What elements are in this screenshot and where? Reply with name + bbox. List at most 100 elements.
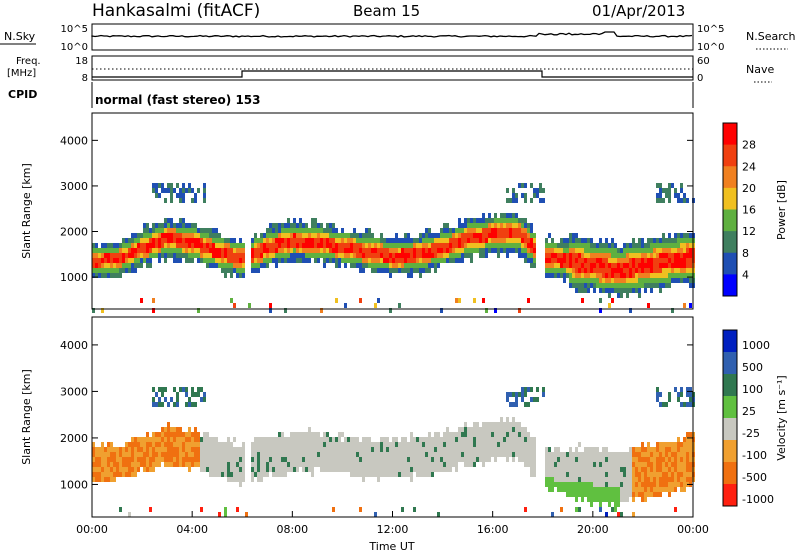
colorbar-tick-label: 1000 xyxy=(742,339,770,352)
heatmap-cell xyxy=(467,447,470,452)
heatmap-cell xyxy=(617,497,620,502)
heatmap-cell xyxy=(287,253,290,258)
heatmap-cell xyxy=(296,248,299,253)
heatmap-cell xyxy=(473,298,476,303)
heatmap-cell xyxy=(584,457,587,462)
heatmap-cell xyxy=(209,233,212,238)
heatmap-cell xyxy=(185,462,188,467)
heatmap-cell xyxy=(479,238,482,243)
heatmap-cell xyxy=(572,487,575,492)
heatmap-cell xyxy=(410,268,413,273)
heatmap-cell xyxy=(302,233,305,238)
heatmap-cell xyxy=(644,452,647,457)
heatmap-cell xyxy=(155,402,158,407)
heatmap-cell xyxy=(506,447,509,452)
heatmap-cell xyxy=(473,243,476,248)
heatmap-cell xyxy=(602,278,605,283)
heatmap-cell xyxy=(179,457,182,462)
heatmap-cell xyxy=(185,253,188,258)
heatmap-cell xyxy=(449,447,452,452)
heatmap-cell xyxy=(215,243,218,248)
heatmap-cell xyxy=(305,457,308,462)
heatmap-cell xyxy=(359,298,362,303)
heatmap-cell xyxy=(329,447,332,452)
heatmap-cell xyxy=(215,233,218,238)
heatmap-cell xyxy=(677,233,680,238)
heatmap-cell xyxy=(398,452,401,457)
heatmap-cell xyxy=(596,253,599,258)
heatmap-cell xyxy=(611,288,614,293)
heatmap-cell xyxy=(650,248,653,253)
heatmap-cell xyxy=(257,243,260,248)
heatmap-cell xyxy=(293,243,296,248)
heatmap-cell xyxy=(461,457,464,462)
heatmap-cell xyxy=(659,268,662,273)
heatmap-cell xyxy=(524,248,527,253)
heatmap-cell xyxy=(164,462,167,467)
heatmap-cell xyxy=(302,447,305,452)
heatmap-cell xyxy=(119,243,122,248)
heatmap-cell xyxy=(332,258,335,263)
heatmap-cell xyxy=(644,462,647,467)
heatmap-cell xyxy=(602,263,605,268)
heatmap-cell xyxy=(554,482,557,487)
heatmap-cell xyxy=(263,258,266,263)
heatmap-cell xyxy=(548,477,551,482)
heatmap-cell xyxy=(95,467,98,472)
heatmap-cell xyxy=(155,193,158,198)
heatmap-cell xyxy=(344,452,347,457)
heatmap-cell xyxy=(284,437,287,442)
heatmap-cell xyxy=(689,462,692,467)
heatmap-cell xyxy=(92,248,95,253)
heatmap-cell xyxy=(179,248,182,253)
heatmap-cell xyxy=(104,248,107,253)
heatmap-cell xyxy=(161,248,164,253)
heatmap-cell xyxy=(155,437,158,442)
heatmap-cell xyxy=(254,248,257,253)
heatmap-cell xyxy=(371,452,374,457)
heatmap-cell xyxy=(233,457,236,462)
heatmap-cell xyxy=(206,243,209,248)
heatmap-cell xyxy=(644,273,647,278)
heatmap-cell xyxy=(533,462,536,467)
heatmap-cell xyxy=(650,462,653,467)
heatmap-cell xyxy=(362,447,365,452)
colorbar-block xyxy=(723,330,737,353)
heatmap-cell xyxy=(527,432,530,437)
heatmap-cell xyxy=(443,248,446,253)
heatmap-cell xyxy=(299,243,302,248)
heatmap-cell xyxy=(347,437,350,442)
heatmap-cell xyxy=(659,258,662,263)
heatmap-cell xyxy=(449,243,452,248)
heatmap-cell xyxy=(329,228,332,233)
heatmap-cell xyxy=(626,497,629,502)
heatmap-cell xyxy=(356,457,359,462)
heatmap-cell xyxy=(569,238,572,243)
heatmap-cell xyxy=(206,248,209,253)
heatmap-cell xyxy=(308,457,311,462)
heatmap-cell xyxy=(494,308,497,313)
heatmap-cell xyxy=(686,447,689,452)
heatmap-cell xyxy=(101,457,104,462)
heatmap-cell xyxy=(239,457,242,462)
heatmap-cell xyxy=(533,452,536,457)
heatmap-cell xyxy=(509,218,512,223)
heatmap-cell xyxy=(617,253,620,258)
heatmap-cell xyxy=(359,442,362,447)
heatmap-cell xyxy=(221,253,224,258)
heatmap-cell xyxy=(197,452,200,457)
heatmap-cell xyxy=(197,228,200,233)
heatmap-cell xyxy=(656,462,659,467)
heatmap-cell xyxy=(581,472,584,477)
heatmap-cell xyxy=(98,467,101,472)
heatmap-cell xyxy=(614,283,617,288)
heatmap-cell xyxy=(140,233,143,238)
heatmap-cell xyxy=(686,472,689,477)
heatmap-cell xyxy=(455,467,458,472)
heatmap-cell xyxy=(155,462,158,467)
heatmap-cell xyxy=(101,308,104,313)
heatmap-cell xyxy=(302,432,305,437)
heatmap-cell xyxy=(194,253,197,258)
heatmap-cell xyxy=(431,253,434,258)
heatmap-cell xyxy=(458,243,461,248)
